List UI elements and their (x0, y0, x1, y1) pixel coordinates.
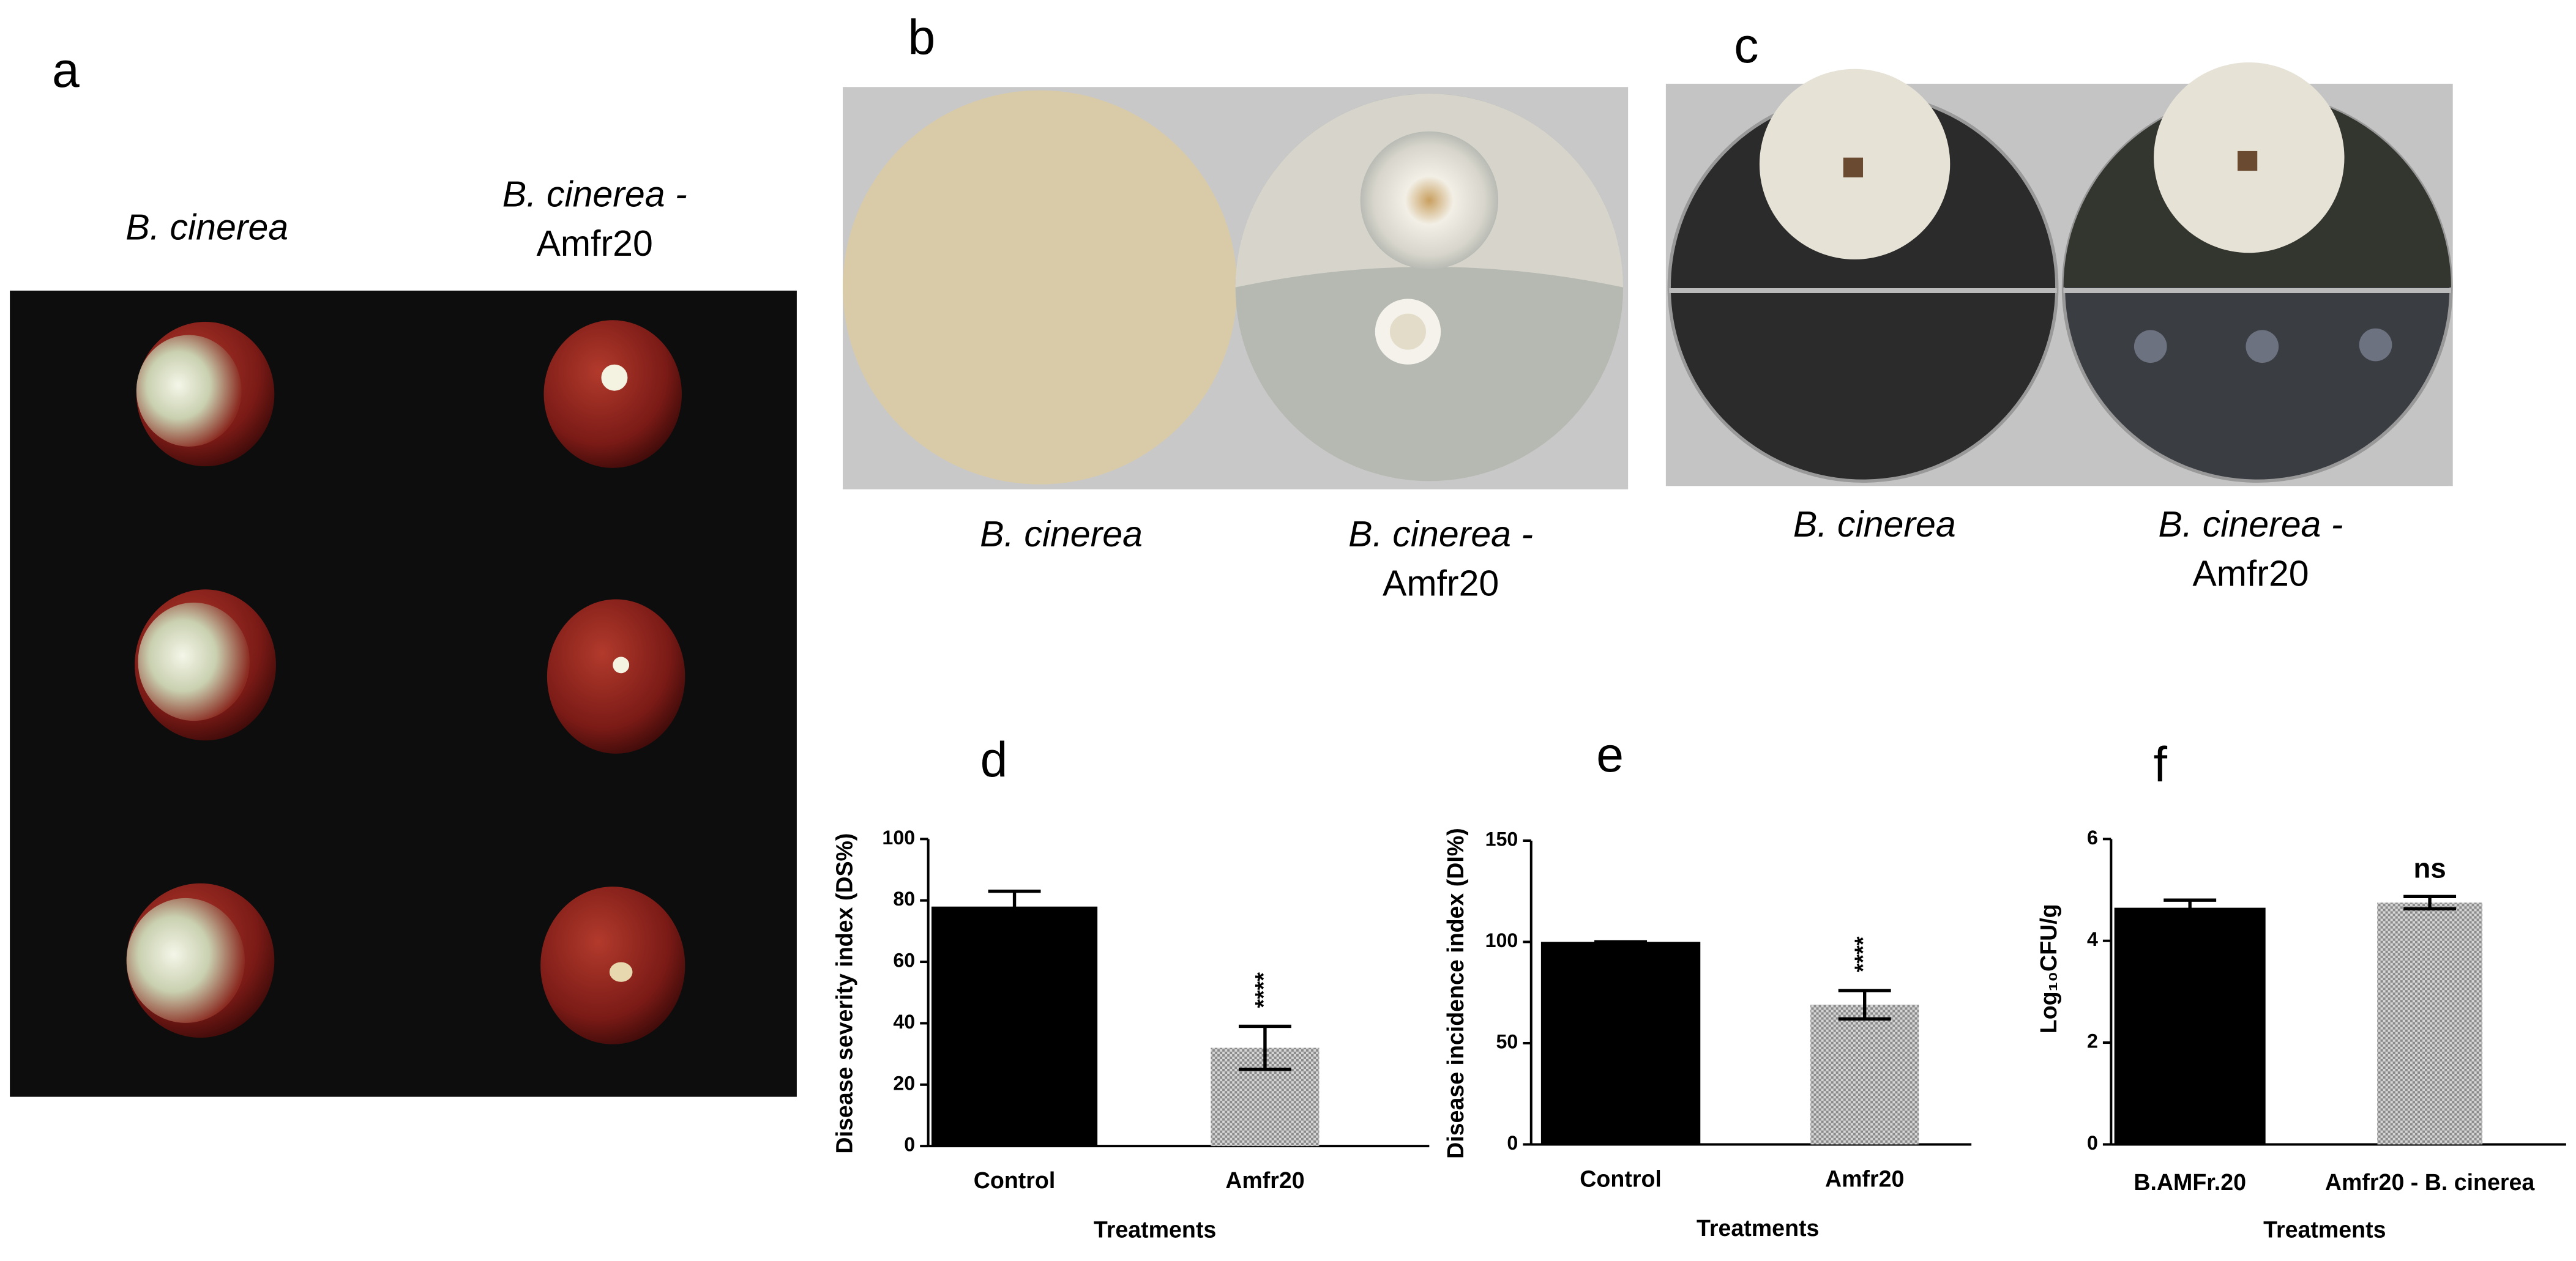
x-tick-label: B.AMFr.20 (2134, 1169, 2246, 1195)
bar (931, 906, 1098, 1147)
x-tick-label: Control (1580, 1166, 1662, 1191)
bar (1540, 942, 1701, 1145)
x-tick-label: Control (974, 1167, 1056, 1193)
panel-label: c (1734, 18, 1758, 73)
chart-title: d (980, 732, 1008, 787)
y-axis-label: Disease incidence index (DI%) (1443, 828, 1468, 1159)
x-axis-label: Treatments (1697, 1215, 1819, 1241)
caption: Amfr20 (537, 223, 653, 264)
photo-b (843, 87, 1629, 489)
y-tick-label: 100 (1485, 929, 1518, 951)
photo-a (10, 290, 797, 1097)
panel-label: a (52, 43, 80, 98)
value-annotation: **** (1250, 972, 1276, 1008)
caption: B. cinerea - (502, 174, 687, 215)
caption: Amfr20 (2192, 554, 2309, 594)
x-tick-label: Amfr20 (1825, 1166, 1904, 1191)
x-tick-label: Amfr20 (1225, 1167, 1304, 1193)
y-tick-label: 2 (2087, 1030, 2098, 1052)
y-tick-label: 150 (1485, 828, 1518, 850)
panel-label: b (908, 10, 936, 65)
value-annotation: ns (2413, 852, 2446, 883)
y-tick-label: 0 (904, 1134, 915, 1156)
y-tick-label: 60 (893, 950, 915, 972)
bar (2114, 907, 2266, 1145)
x-axis-label: Treatments (2263, 1217, 2386, 1243)
bar (2377, 902, 2482, 1145)
y-tick-label: 50 (1496, 1030, 1518, 1052)
value-annotation: **** (1850, 936, 1876, 972)
y-tick-label: 80 (893, 888, 915, 910)
caption: B. cinerea (125, 207, 288, 247)
caption: B. cinerea - (1348, 514, 1533, 554)
photo-c (1665, 62, 2453, 486)
caption: B. cinerea - (2159, 504, 2343, 545)
x-tick-label: Amfr20 - B. cinerea (2325, 1169, 2536, 1195)
y-axis-label: Log₁₀CFU/g (2036, 904, 2061, 1033)
bar (1810, 1005, 1919, 1145)
chart-title: f (2154, 737, 2168, 792)
caption: Amfr20 (1383, 564, 1499, 604)
y-tick-label: 4 (2087, 928, 2098, 950)
y-tick-label: 0 (2087, 1132, 2098, 1154)
chart-title: e (1596, 727, 1624, 783)
caption: B. cinerea (980, 514, 1143, 554)
y-tick-label: 20 (893, 1072, 915, 1094)
y-tick-label: 100 (882, 827, 915, 849)
y-tick-label: 0 (1507, 1132, 1518, 1154)
caption: B. cinerea (1793, 504, 1956, 545)
y-tick-label: 40 (893, 1011, 915, 1033)
x-axis-label: Treatments (1094, 1217, 1216, 1243)
y-axis-label: Disease severity index (DS%) (831, 833, 857, 1154)
y-tick-label: 6 (2087, 827, 2098, 849)
